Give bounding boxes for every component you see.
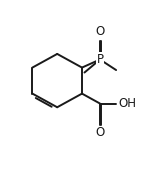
Text: OH: OH xyxy=(118,97,136,110)
Text: O: O xyxy=(95,127,105,140)
Text: O: O xyxy=(95,25,105,38)
Text: P: P xyxy=(96,53,104,66)
